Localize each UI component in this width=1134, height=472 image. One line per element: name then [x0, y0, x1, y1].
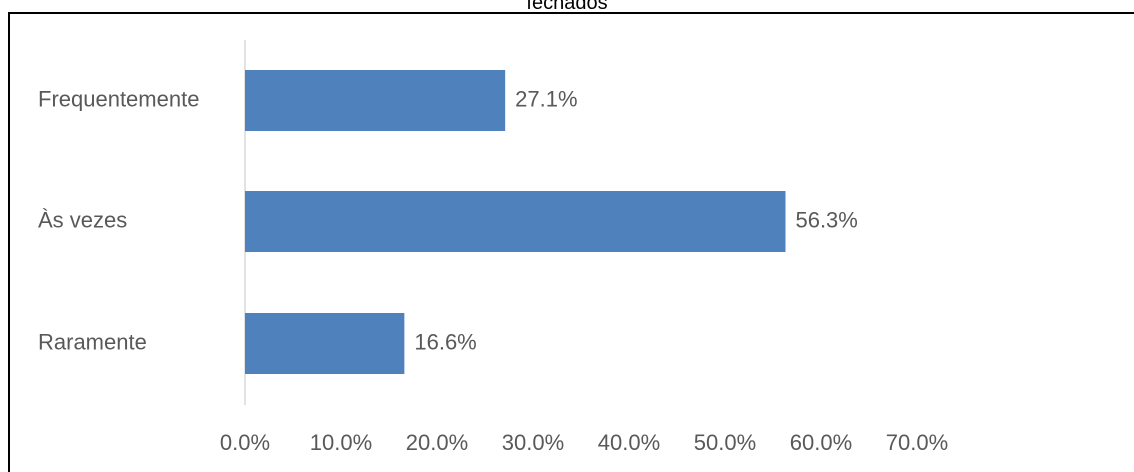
data-label: 27.1% — [515, 86, 577, 111]
value-labels: 27.1% 56.3% 16.6% — [414, 86, 858, 354]
chart-title: fechados — [526, 0, 608, 14]
x-tick-label: 30.0% — [502, 430, 564, 455]
data-label: 16.6% — [414, 329, 476, 354]
bars-layer — [245, 70, 786, 374]
data-label: 56.3% — [795, 207, 857, 232]
x-tick-label: 40.0% — [598, 430, 660, 455]
x-tick-label: 60.0% — [790, 430, 852, 455]
bar — [245, 191, 786, 252]
category-label: Frequentemente — [38, 86, 199, 111]
x-tick-label: 10.0% — [310, 430, 372, 455]
category-label: Às vezes — [38, 207, 127, 232]
category-labels: Frequentemente Às vezes Raramente — [38, 86, 199, 354]
x-tick-label: 70.0% — [886, 430, 948, 455]
x-tick-label: 50.0% — [694, 430, 756, 455]
bar — [245, 70, 506, 131]
category-label: Raramente — [38, 329, 147, 354]
x-tick-label: 20.0% — [406, 430, 468, 455]
bar — [245, 313, 405, 374]
x-tick-label: 0.0% — [220, 430, 270, 455]
x-tick-labels: 0.0% 10.0% 20.0% 30.0% 40.0% 50.0% 60.0% 70.0% — [220, 430, 948, 455]
chart-frame — [8, 12, 1134, 472]
